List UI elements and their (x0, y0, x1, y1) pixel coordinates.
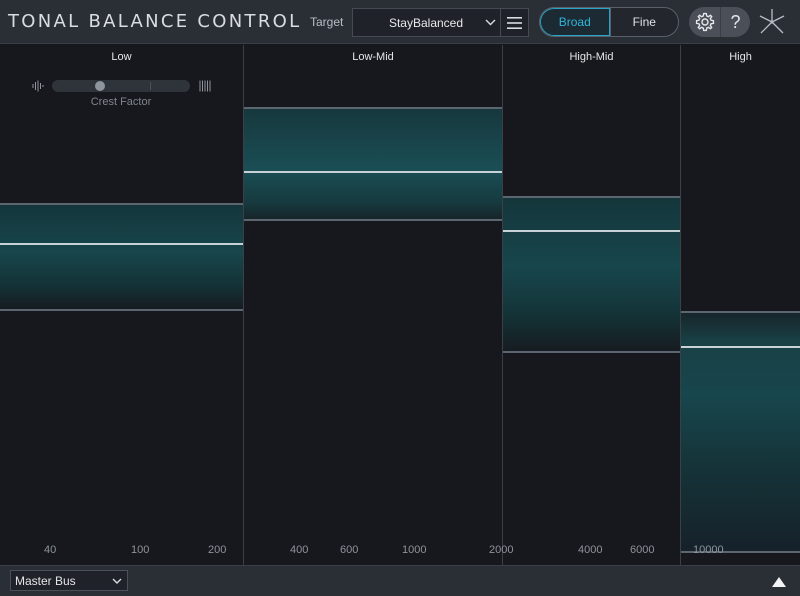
target-range (503, 196, 680, 353)
chevron-down-icon (112, 578, 122, 584)
freq-label: 4000 (578, 544, 603, 556)
hamburger-menu-icon (507, 16, 522, 29)
help-button[interactable]: ? (720, 7, 750, 37)
band-high: High 10000 (681, 45, 800, 565)
band-title: High (729, 51, 752, 63)
freq-label: 40 (44, 544, 57, 556)
target-center-line (503, 230, 680, 232)
settings-button[interactable] (689, 7, 720, 37)
freq-label: 1000 (402, 544, 427, 556)
band-low: Low Crest Factor (0, 45, 244, 565)
help-icon: ? (730, 11, 741, 32)
gear-icon (695, 12, 714, 32)
target-dropdown[interactable]: StayBalanced (352, 8, 501, 37)
crest-factor-knob[interactable] (94, 81, 105, 91)
view-broad-button[interactable]: Broad (540, 8, 610, 36)
header: TONAL BALANCE CONTROL Target StayBalance… (0, 0, 800, 44)
crest-high-icon (199, 80, 211, 92)
target-value: StayBalanced (388, 16, 464, 30)
band-low-mid: Low-Mid 400 600 1000 (244, 45, 503, 565)
footer: Master Bus (0, 565, 800, 596)
crest-factor-tick (150, 82, 151, 90)
target-center-line (0, 243, 243, 245)
logo-icon (759, 9, 785, 34)
band-display: Low Crest Factor (0, 45, 800, 565)
freq-label: 100 (131, 544, 150, 556)
crest-factor-slider[interactable] (52, 80, 190, 92)
view-toggle: Broad Fine (539, 7, 679, 37)
freq-label: 400 (290, 544, 309, 556)
crest-factor-label: Crest Factor (90, 96, 152, 108)
bus-dropdown[interactable]: Master Bus (10, 570, 128, 591)
band-title: Low-Mid (352, 51, 394, 63)
freq-label: 600 (340, 544, 359, 556)
view-fine-button[interactable]: Fine (609, 8, 679, 36)
target-range (681, 311, 800, 553)
band-title: High-Mid (569, 51, 614, 63)
crest-low-icon (32, 80, 44, 92)
target-menu-button[interactable] (500, 8, 529, 37)
band-high-mid: High-Mid 2000 4000 6000 (489, 45, 681, 565)
target-range (244, 107, 502, 221)
freq-label: 10000 (693, 544, 724, 556)
triangle-up-icon[interactable] (771, 575, 787, 589)
app-title: TONAL BALANCE CONTROL (8, 11, 302, 32)
freq-label: 6000 (630, 544, 655, 556)
target-label: Target (310, 15, 344, 29)
target-center-line (244, 171, 502, 173)
band-title: Low (111, 51, 132, 63)
target-range (0, 203, 243, 311)
freq-label: 2000 (489, 544, 514, 556)
bus-value: Master Bus (15, 574, 76, 588)
freq-label: 200 (208, 544, 227, 556)
target-center-line (681, 346, 800, 348)
chevron-down-icon (485, 19, 496, 26)
